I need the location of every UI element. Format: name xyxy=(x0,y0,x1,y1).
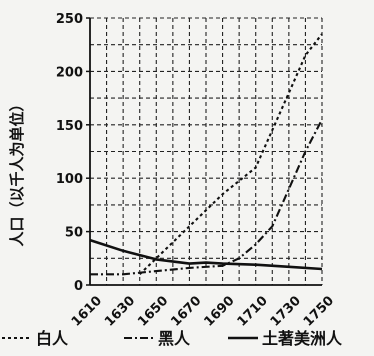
y-tick-label: 50 xyxy=(65,226,83,241)
tick-labels: 0501001502002501610163016501670169017101… xyxy=(8,12,337,330)
x-tick-label: 1710 xyxy=(235,293,271,329)
legend-label: 白人 xyxy=(36,329,69,348)
legend-label: 黑人 xyxy=(158,329,191,348)
legend-label: 土著美洲人 xyxy=(262,329,343,348)
x-tick-label: 1610 xyxy=(69,293,105,329)
y-tick-label: 250 xyxy=(56,12,83,27)
x-tick-label: 1670 xyxy=(168,293,204,329)
y-tick-label: 0 xyxy=(74,279,83,294)
y-axis-label: 人口（以千人为单位） xyxy=(8,96,26,246)
y-tick-label: 200 xyxy=(56,65,83,80)
y-tick-label: 100 xyxy=(56,172,83,187)
series-line-0 xyxy=(138,33,323,276)
series-lines xyxy=(89,33,323,276)
y-tick-label: 150 xyxy=(56,119,83,134)
legend: 白人 黑人 土著美洲人 xyxy=(2,329,343,348)
series-line-2 xyxy=(89,238,323,271)
grid xyxy=(90,17,323,285)
x-tick-label: 1730 xyxy=(268,293,304,329)
x-tick-label: 1750 xyxy=(301,293,337,329)
series-line-1 xyxy=(90,119,323,276)
x-tick-label: 1630 xyxy=(102,293,138,329)
x-tick-label: 1690 xyxy=(201,293,237,329)
x-tick-label: 1650 xyxy=(135,293,171,329)
